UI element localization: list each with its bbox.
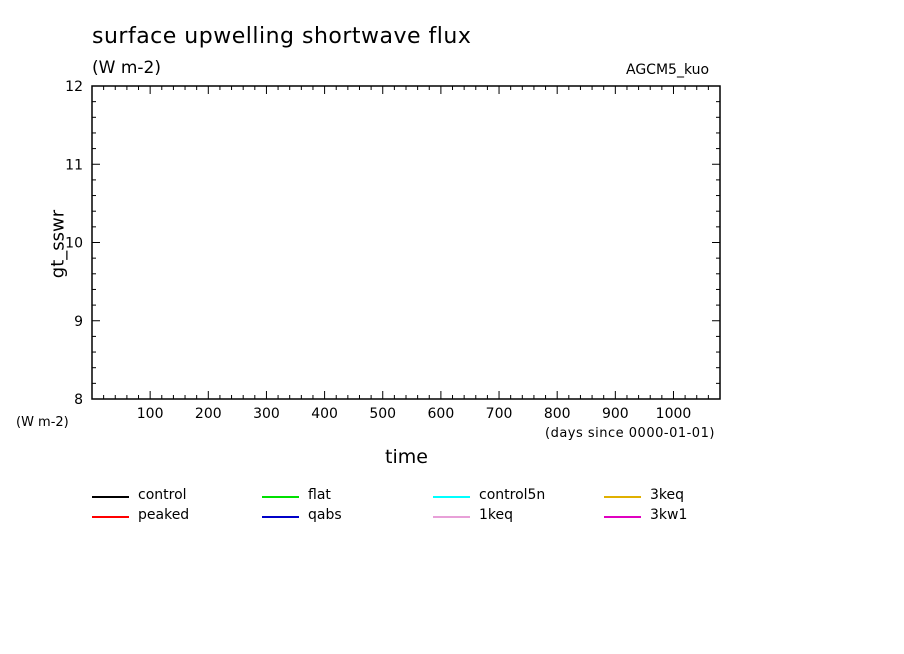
legend-swatch	[604, 496, 641, 498]
legend-label: 3keq	[650, 487, 685, 503]
y-tick-label: 8	[74, 392, 83, 408]
x-tick-label: 100	[137, 406, 164, 422]
y-axis-units: (W m-2)	[16, 415, 69, 430]
x-tick-label: 800	[544, 406, 571, 422]
x-tick-label: 600	[428, 406, 455, 422]
x-tick-label: 400	[311, 406, 338, 422]
x-tick-label: 200	[195, 406, 222, 422]
legend-swatch	[433, 516, 470, 518]
legend-label: flat	[308, 487, 331, 503]
legend-swatch	[92, 516, 129, 518]
legend-swatch	[262, 496, 299, 498]
y-tick-label: 11	[65, 157, 83, 173]
x-tick-label: 900	[602, 406, 629, 422]
x-axis-label: time	[385, 446, 428, 468]
legend-swatch	[433, 496, 470, 498]
x-axis-units-note: (days since 0000-01-01)	[545, 426, 715, 441]
legend-label: control	[138, 487, 187, 503]
legend-label: qabs	[308, 507, 342, 523]
chart-units: (W m-2)	[92, 58, 161, 78]
x-tick-label: 1000	[656, 406, 692, 422]
legend-swatch	[604, 516, 641, 518]
y-tick-label: 12	[65, 79, 83, 95]
chart-title: surface upwelling shortwave flux	[92, 24, 472, 49]
legend-label: peaked	[138, 507, 190, 523]
legend-label: 1keq	[479, 507, 514, 523]
y-tick-label: 10	[65, 236, 83, 252]
legend-swatch	[92, 496, 129, 498]
axis-ticks: 100 200 300 400 500 600 700 800 900 1000 8 9 10 11 12	[65, 79, 720, 422]
plot-frame	[91, 85, 721, 400]
legend-label: 3kw1	[650, 507, 688, 523]
x-tick-label: 300	[253, 406, 280, 422]
y-tick-label: 9	[74, 314, 83, 330]
x-tick-label: 500	[369, 406, 396, 422]
legend-label: control5n	[479, 487, 546, 503]
model-name: AGCM5_kuo	[626, 62, 710, 78]
x-tick-label: 700	[486, 406, 513, 422]
legend-swatch	[262, 516, 299, 518]
